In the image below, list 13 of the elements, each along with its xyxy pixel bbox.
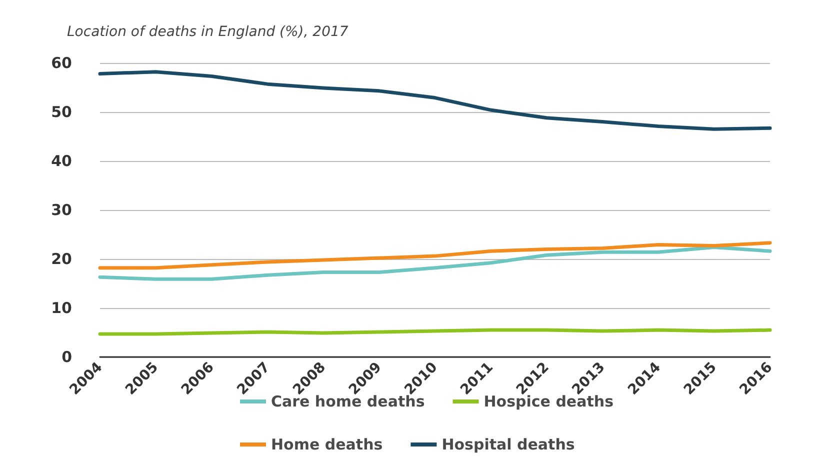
y-tick-label: 0	[62, 348, 72, 366]
line-series	[98, 70, 772, 131]
legend-label: Hospital deaths	[442, 436, 575, 454]
line-series	[98, 241, 772, 270]
y-tick-label: 30	[51, 201, 72, 219]
y-tick-label: 60	[51, 54, 72, 72]
line-series	[98, 245, 772, 281]
y-tick-label: 50	[51, 103, 72, 121]
y-tick-label: 20	[51, 250, 72, 268]
y-tick-label: 40	[51, 152, 72, 170]
y-tick-label: 10	[51, 299, 72, 317]
legend-label: Home deaths	[271, 436, 383, 454]
chart-title: Location of deaths in England (%), 2017	[67, 24, 348, 40]
